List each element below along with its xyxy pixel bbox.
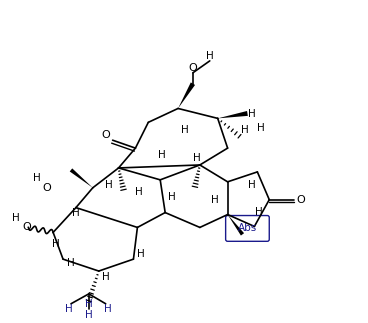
Text: O: O (22, 223, 31, 233)
Text: H: H (85, 310, 93, 320)
Text: H: H (181, 125, 189, 135)
Polygon shape (178, 82, 195, 109)
Text: H: H (65, 304, 73, 314)
Text: H: H (105, 180, 113, 190)
Text: O: O (101, 130, 110, 140)
Text: O: O (188, 63, 197, 73)
Text: H: H (255, 207, 263, 216)
Text: H: H (248, 180, 255, 190)
Text: H: H (206, 51, 214, 61)
Polygon shape (218, 111, 248, 118)
Text: H: H (52, 239, 60, 249)
Text: H: H (72, 208, 80, 218)
Polygon shape (70, 168, 93, 188)
Text: H: H (33, 173, 41, 183)
Text: H: H (102, 272, 110, 282)
Text: H: H (158, 150, 166, 160)
Text: H: H (104, 304, 112, 314)
Polygon shape (228, 214, 244, 235)
Text: H: H (67, 258, 75, 268)
Text: H: H (241, 125, 248, 135)
Text: H: H (168, 192, 176, 202)
Text: H: H (135, 187, 142, 197)
Text: O: O (43, 183, 52, 193)
Text: H: H (248, 109, 255, 120)
Text: H: H (211, 195, 219, 205)
Text: H: H (193, 153, 201, 163)
Text: H: H (85, 299, 93, 309)
Text: H: H (258, 123, 265, 133)
Text: Abs: Abs (238, 224, 257, 234)
FancyBboxPatch shape (226, 215, 269, 241)
Text: H: H (11, 213, 20, 223)
Text: O: O (297, 195, 305, 205)
Text: H: H (137, 249, 144, 259)
